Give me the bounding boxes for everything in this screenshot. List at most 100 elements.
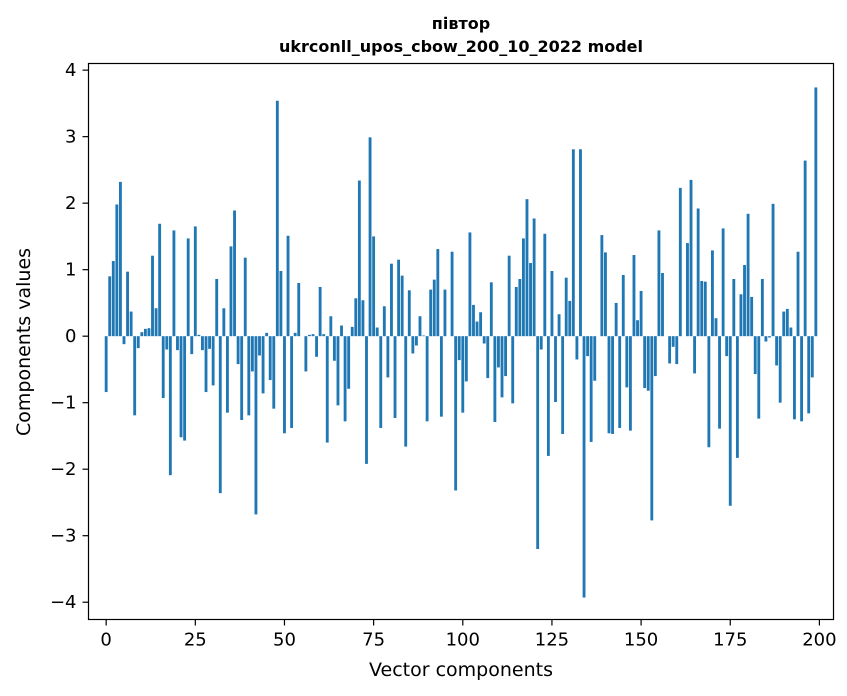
bar-185 — [764, 336, 768, 342]
bar-153 — [650, 336, 654, 521]
bar-17 — [165, 336, 169, 350]
bar-184 — [760, 278, 764, 337]
bar-11 — [143, 328, 147, 337]
bar-72 — [361, 300, 365, 337]
bar-176 — [732, 278, 736, 337]
bar-76 — [375, 327, 379, 337]
bar-94 — [439, 336, 443, 417]
plot-area-frame — [87, 62, 835, 621]
bar-133 — [579, 149, 582, 337]
bar-145 — [621, 274, 625, 337]
bar-120 — [532, 218, 536, 337]
bar-33 — [222, 308, 226, 337]
bar-43 — [258, 336, 261, 356]
bars-group — [104, 87, 818, 598]
bar-195 — [800, 336, 804, 422]
bar-130 — [568, 300, 572, 337]
bar-40 — [247, 336, 251, 416]
bar-114 — [511, 336, 515, 404]
bar-58 — [311, 334, 315, 337]
bar-46 — [268, 336, 272, 381]
bar-140 — [604, 252, 607, 337]
bar-35 — [229, 246, 233, 337]
bar-10 — [140, 332, 144, 337]
bar-9 — [136, 336, 140, 349]
x-tick-label: 100 — [446, 630, 480, 651]
bar-103 — [472, 304, 475, 337]
bar-198 — [810, 336, 814, 378]
bar-89 — [422, 335, 425, 337]
bar-188 — [775, 336, 779, 366]
bar-106 — [482, 336, 486, 344]
bar-80 — [390, 263, 393, 337]
bar-65 — [336, 336, 340, 406]
x-tick-label: 200 — [802, 630, 836, 651]
bar-93 — [436, 249, 440, 337]
bar-131 — [571, 149, 575, 337]
bar-139 — [600, 235, 604, 337]
bar-48 — [275, 100, 279, 337]
bar-159 — [671, 336, 675, 347]
bar-177 — [735, 336, 739, 458]
bar-83 — [400, 275, 404, 337]
bar-24 — [190, 336, 194, 355]
bar-129 — [564, 277, 568, 337]
bar-143 — [614, 302, 618, 337]
bar-97 — [450, 251, 454, 337]
bar-63 — [329, 316, 333, 337]
bar-78 — [382, 306, 386, 337]
bar-0 — [104, 336, 108, 393]
bar-57 — [308, 334, 311, 337]
bar-34 — [225, 336, 229, 413]
bar-109 — [493, 336, 497, 422]
bar-123 — [543, 233, 547, 337]
bar-64 — [332, 336, 336, 361]
bar-191 — [785, 308, 789, 337]
bar-82 — [397, 259, 401, 337]
bar-116 — [518, 278, 522, 337]
bar-45 — [265, 332, 269, 337]
bar-59 — [315, 336, 318, 357]
bar-181 — [750, 296, 754, 337]
bar-54 — [297, 282, 301, 337]
bar-165 — [693, 336, 697, 374]
bar-107 — [486, 336, 490, 379]
bar-3 — [115, 204, 119, 337]
bar-169 — [707, 336, 711, 448]
bar-168 — [703, 281, 707, 337]
bar-194 — [796, 251, 800, 337]
bar-199 — [814, 87, 818, 337]
bar-68 — [347, 336, 351, 389]
bar-119 — [529, 263, 532, 337]
bar-124 — [546, 336, 550, 456]
bar-50 — [283, 336, 286, 434]
bar-128 — [561, 336, 565, 434]
bar-36 — [233, 210, 236, 337]
bar-182 — [753, 336, 757, 375]
bar-30 — [211, 336, 215, 386]
bar-29 — [208, 336, 212, 349]
y-tick-label: −3 — [50, 526, 77, 547]
bar-87 — [414, 336, 418, 346]
bar-173 — [721, 228, 725, 337]
chart-title-line2: ukrconll_upos_cbow_200_10_2022 model — [279, 37, 643, 56]
bar-136 — [589, 336, 593, 442]
bar-32 — [218, 336, 222, 494]
bar-47 — [272, 336, 276, 409]
bar-193 — [793, 336, 796, 420]
y-tick-label: 4 — [65, 60, 76, 81]
bar-31 — [215, 278, 219, 337]
bar-112 — [504, 336, 508, 377]
bar-69 — [350, 326, 354, 337]
bar-23 — [186, 238, 190, 337]
bar-18 — [168, 336, 172, 476]
bar-28 — [204, 336, 208, 393]
bar-154 — [653, 336, 657, 377]
x-tick-label: 175 — [713, 630, 747, 651]
bar-56 — [304, 336, 308, 372]
bar-15 — [158, 223, 162, 337]
bar-7 — [129, 311, 133, 337]
x-tick-label: 125 — [535, 630, 569, 651]
